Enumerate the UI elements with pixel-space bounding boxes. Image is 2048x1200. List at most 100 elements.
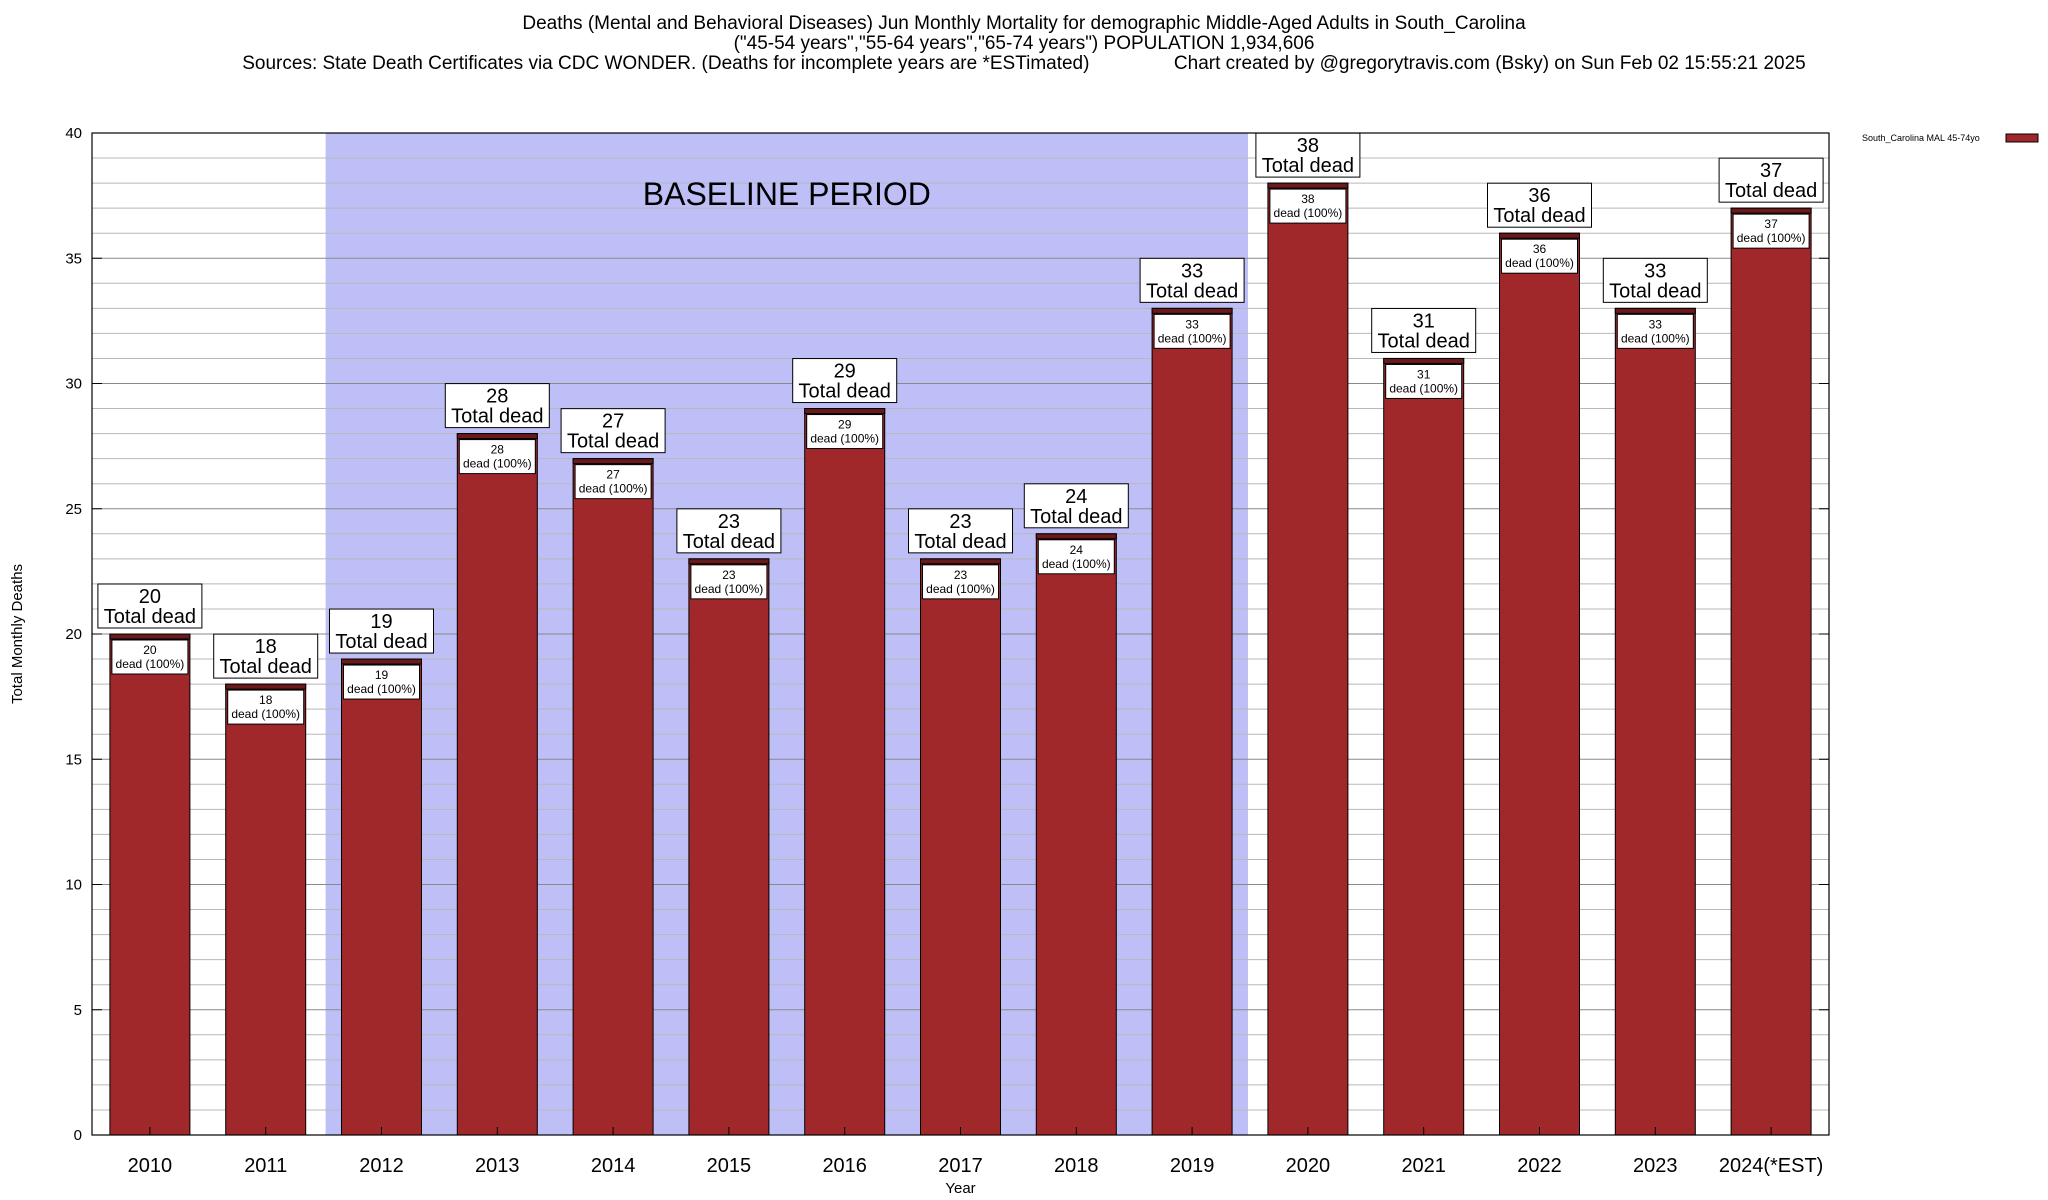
bar-inner-percent-label: dead (100%) bbox=[1042, 557, 1111, 571]
bar-total-label-box bbox=[792, 358, 898, 404]
bar-total-text-label: Total dead bbox=[1493, 205, 1585, 227]
bar-total-label-box bbox=[676, 508, 782, 554]
legend-label: South_Carolina MAL 45-74yo bbox=[1862, 133, 1980, 143]
x-tick-label: 2023 bbox=[1633, 1155, 1678, 1177]
y-tick-label: 30 bbox=[65, 376, 82, 393]
bar-inner-label-box bbox=[1616, 313, 1694, 349]
bar bbox=[1151, 307, 1233, 1136]
bar-top-segment bbox=[225, 683, 307, 690]
x-tick-label: 2010 bbox=[128, 1155, 173, 1177]
bar-top-segment bbox=[1035, 533, 1117, 540]
bar-top-segment bbox=[920, 558, 1001, 565]
bar-total-value-label: 27 bbox=[602, 411, 624, 433]
bar-total-text-label: Total dead bbox=[1609, 280, 1701, 302]
bar-inner-percent-label: dead (100%) bbox=[1621, 331, 1690, 345]
x-axis-label: Year bbox=[945, 1180, 975, 1197]
chart-source-line: Sources: State Death Certificates via CD… bbox=[242, 53, 1806, 74]
bar-total-text-label: Total dead bbox=[104, 606, 196, 628]
bar bbox=[1267, 182, 1349, 1136]
bar-inner-label-box bbox=[1269, 188, 1347, 224]
bar-total-value-label: 33 bbox=[1181, 260, 1203, 282]
bar-total-label-box bbox=[329, 608, 434, 654]
bar-total-value-label: 31 bbox=[1413, 310, 1435, 332]
bar-total-text-label: Total dead bbox=[1378, 330, 1470, 352]
x-tick-label: 2022 bbox=[1517, 1155, 1562, 1177]
x-tick-label: 2015 bbox=[707, 1155, 752, 1177]
bar-inner-label-box bbox=[1385, 363, 1463, 399]
bar bbox=[1499, 232, 1580, 1136]
bar-inner-label-box bbox=[1732, 213, 1810, 249]
chart-title-block: Deaths (Mental and Behavioral Diseases) … bbox=[0, 14, 2048, 74]
bar-top-segment bbox=[1614, 307, 1696, 314]
bar-total-label-box bbox=[1139, 257, 1245, 303]
bar-inner-label-box bbox=[1037, 539, 1115, 575]
x-tick-label: 2024(*EST) bbox=[1719, 1155, 1824, 1177]
bar-inner-percent-label: dead (100%) bbox=[347, 682, 416, 696]
bar-inner-value-label: 33 bbox=[1649, 317, 1663, 331]
bar-total-value-label: 20 bbox=[139, 586, 161, 608]
bar-total-text-label: Total dead bbox=[451, 406, 543, 428]
y-tick-label: 5 bbox=[74, 1002, 82, 1019]
bar-total-label-box bbox=[213, 633, 319, 679]
bar-inner-value-label: 19 bbox=[375, 668, 389, 682]
legend-swatch bbox=[2005, 133, 2039, 143]
bar-total-text-label: Total dead bbox=[1262, 155, 1354, 177]
x-tick-label: 2017 bbox=[938, 1155, 983, 1177]
bar-total-text-label: Total dead bbox=[799, 381, 891, 403]
bar-total-value-label: 33 bbox=[1644, 260, 1666, 282]
bar-total-value-label: 18 bbox=[255, 636, 277, 658]
bar-top-segment bbox=[341, 658, 422, 665]
bar-total-value-label: 24 bbox=[1065, 486, 1087, 508]
y-tick-label: 25 bbox=[65, 501, 82, 518]
bar-inner-percent-label: dead (100%) bbox=[1737, 231, 1806, 245]
y-tick-label: 35 bbox=[65, 250, 82, 267]
bar-inner-value-label: 23 bbox=[954, 568, 968, 582]
bar bbox=[1035, 533, 1117, 1136]
bar-top-segment bbox=[1383, 357, 1465, 364]
bar-total-value-label: 37 bbox=[1760, 160, 1782, 182]
bar-inner-label-box bbox=[227, 689, 305, 725]
bar-inner-value-label: 38 bbox=[1301, 192, 1315, 206]
bar-total-value-label: 28 bbox=[486, 386, 508, 408]
y-tick-label: 15 bbox=[65, 751, 82, 768]
bar-inner-percent-label: dead (100%) bbox=[231, 707, 300, 721]
bar-top-segment bbox=[572, 458, 654, 465]
bar-inner-value-label: 20 bbox=[143, 643, 157, 657]
x-tick-label: 2011 bbox=[244, 1155, 287, 1177]
bar-inner-percent-label: dead (100%) bbox=[695, 582, 764, 596]
bar-top-segment bbox=[804, 408, 886, 415]
bar bbox=[1614, 307, 1696, 1136]
x-tick-label: 2021 bbox=[1401, 1155, 1446, 1177]
bar-total-value-label: 29 bbox=[834, 361, 856, 383]
x-tick-label: 2012 bbox=[359, 1155, 404, 1177]
bar-inner-percent-label: dead (100%) bbox=[1505, 256, 1574, 270]
bar-total-value-label: 36 bbox=[1528, 185, 1550, 207]
bar-inner-value-label: 28 bbox=[491, 443, 505, 457]
bar-inner-value-label: 18 bbox=[259, 693, 273, 707]
bar-total-label-box bbox=[1602, 257, 1708, 303]
bar-inner-value-label: 37 bbox=[1764, 217, 1778, 231]
y-axis-label: Total Monthly Deaths bbox=[9, 564, 26, 704]
x-tick-label: 2014 bbox=[591, 1155, 636, 1177]
bar-inner-value-label: 29 bbox=[838, 418, 852, 432]
baseline-period-label: BASELINE PERIOD bbox=[643, 176, 931, 212]
bar bbox=[1383, 357, 1465, 1136]
bar-total-label-box bbox=[1718, 157, 1824, 203]
bar-total-label-box bbox=[1371, 307, 1477, 353]
bar-inner-label-box bbox=[343, 664, 420, 700]
bar-inner-value-label: 24 bbox=[1070, 543, 1084, 557]
bar-total-text-label: Total dead bbox=[1725, 180, 1817, 202]
bar-inner-value-label: 31 bbox=[1417, 367, 1431, 381]
bar-top-segment bbox=[1267, 182, 1349, 189]
bar-inner-percent-label: dead (100%) bbox=[116, 657, 185, 671]
bar-top-segment bbox=[1151, 307, 1233, 314]
bar-total-text-label: Total dead bbox=[335, 631, 427, 653]
bar bbox=[688, 558, 770, 1136]
bar-top-segment bbox=[456, 433, 538, 440]
bar-inner-label-box bbox=[111, 639, 189, 675]
x-tick-label: 2020 bbox=[1286, 1155, 1331, 1177]
bar-inner-label-box bbox=[922, 564, 999, 600]
chart-title: Deaths (Mental and Behavioral Diseases) … bbox=[522, 13, 1526, 34]
bar-top-segment bbox=[1730, 207, 1812, 214]
plot-frame bbox=[91, 132, 1830, 1136]
